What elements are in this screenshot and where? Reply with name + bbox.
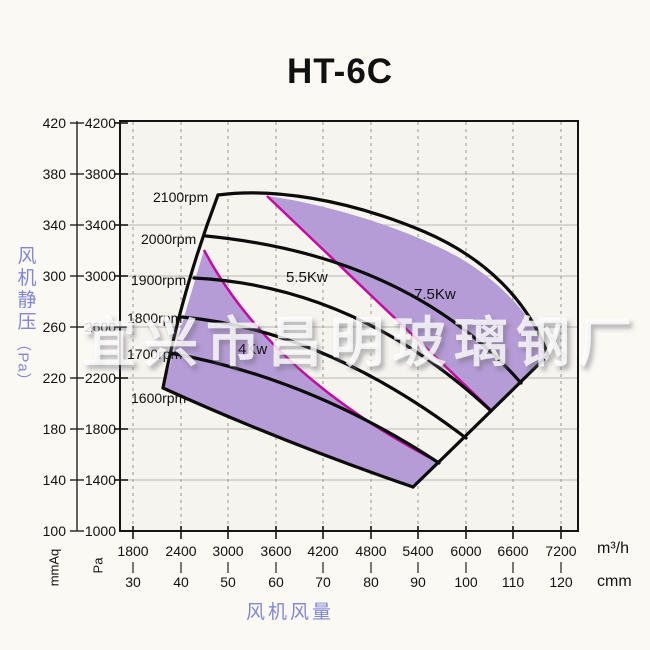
tick-cmm-120: 120	[549, 574, 573, 590]
tick-pa-3400: 3400	[84, 217, 116, 233]
tick-cmm-60: 60	[268, 574, 284, 590]
tick-cmm-90: 90	[410, 574, 426, 590]
separator-4kw-5-5kw	[202, 249, 439, 464]
label-4kw: 4Kw	[238, 341, 268, 358]
tick-mmaq-420: 420	[42, 115, 66, 131]
tick-cmm-100: 100	[454, 574, 478, 590]
tick-pa-2200: 2200	[84, 370, 116, 386]
flow-axis-ticks	[132, 526, 562, 539]
label-1700rpm: 1700rpm	[127, 346, 183, 362]
max-flow-line	[411, 353, 550, 489]
curve-1800rpm	[180, 315, 468, 440]
tick-mmaq-380: 380	[42, 166, 66, 182]
tick-m3h-3600: 3600	[260, 543, 292, 559]
cmm-axis-ticks	[132, 562, 562, 573]
tick-m3h-4800: 4800	[355, 543, 387, 559]
power-zone-4kw	[163, 250, 439, 487]
unit-pa: Pa	[90, 557, 106, 574]
label-5-5kw: 5.5Kw	[286, 269, 328, 286]
separator-5-5kw-7-5kw	[266, 195, 492, 411]
curve-2100rpm	[216, 191, 550, 357]
tick-mmaq-180: 180	[42, 421, 66, 437]
tick-pa-2600: 2600	[84, 319, 116, 335]
tick-m3h-6000: 6000	[450, 543, 482, 559]
tick-m3h-3000: 3000	[212, 543, 244, 559]
curve-1900rpm	[192, 276, 493, 413]
x-axis-title: 风机风量	[246, 602, 335, 623]
tick-pa-1800: 1800	[84, 421, 116, 437]
tick-m3h-5400: 5400	[402, 543, 434, 559]
tick-pa-1400: 1400	[84, 472, 116, 488]
label-2100rpm: 2100rpm	[153, 189, 209, 205]
tick-m3h-6600: 6600	[497, 543, 529, 559]
page-title: HT-6C	[286, 52, 394, 91]
unit-mmaq: mmAq	[46, 548, 62, 587]
tick-cmm-80: 80	[363, 574, 379, 590]
performance-curves	[161, 191, 550, 489]
tick-mmaq-260: 260	[42, 319, 66, 335]
curve-2000rpm	[204, 234, 523, 385]
tick-cmm-40: 40	[173, 574, 189, 590]
tick-pa-3800: 3800	[84, 166, 116, 182]
tick-mmaq-340: 340	[42, 217, 66, 233]
unit-m3h: m³/h	[597, 540, 629, 557]
curve-1600rpm	[161, 386, 415, 489]
tick-mmaq-300: 300	[42, 268, 66, 284]
tick-pa-1000: 1000	[84, 523, 116, 539]
tick-m3h-4200: 4200	[307, 543, 339, 559]
tick-mmaq-140: 140	[42, 472, 66, 488]
mmaq-axis	[70, 121, 84, 532]
pa-axis-ticks	[114, 122, 128, 481]
tick-m3h-2400: 2400	[165, 543, 197, 559]
tick-pa-4200: 4200	[84, 115, 116, 131]
power-zone-7-5kw	[267, 196, 548, 411]
label-7-5kw: 7.5Kw	[414, 286, 456, 303]
tick-cmm-50: 50	[220, 574, 236, 590]
label-1900rpm: 1900rpm	[131, 272, 187, 288]
surge-line	[161, 193, 220, 390]
y-axis-title: 风机静压	[17, 246, 37, 333]
tick-mmaq-100: 100	[42, 523, 66, 539]
tick-mmaq-220: 220	[42, 370, 66, 386]
tick-pa-3000: 3000	[84, 268, 116, 284]
tick-cmm-30: 30	[125, 574, 141, 590]
tick-m3h-1800: 1800	[117, 543, 149, 559]
label-1800rpm: 1800rpm	[127, 310, 183, 326]
tick-cmm-70: 70	[315, 574, 331, 590]
label-2000rpm: 2000rpm	[141, 231, 197, 247]
y-axis-title-unit: （Pa）	[14, 336, 32, 389]
unit-cmm: cmm	[597, 573, 632, 590]
tick-cmm-110: 110	[501, 574, 525, 590]
curve-1700rpm	[168, 351, 441, 465]
tick-m3h-7200: 7200	[545, 543, 577, 559]
label-1600rpm: 1600rpm	[131, 390, 187, 406]
